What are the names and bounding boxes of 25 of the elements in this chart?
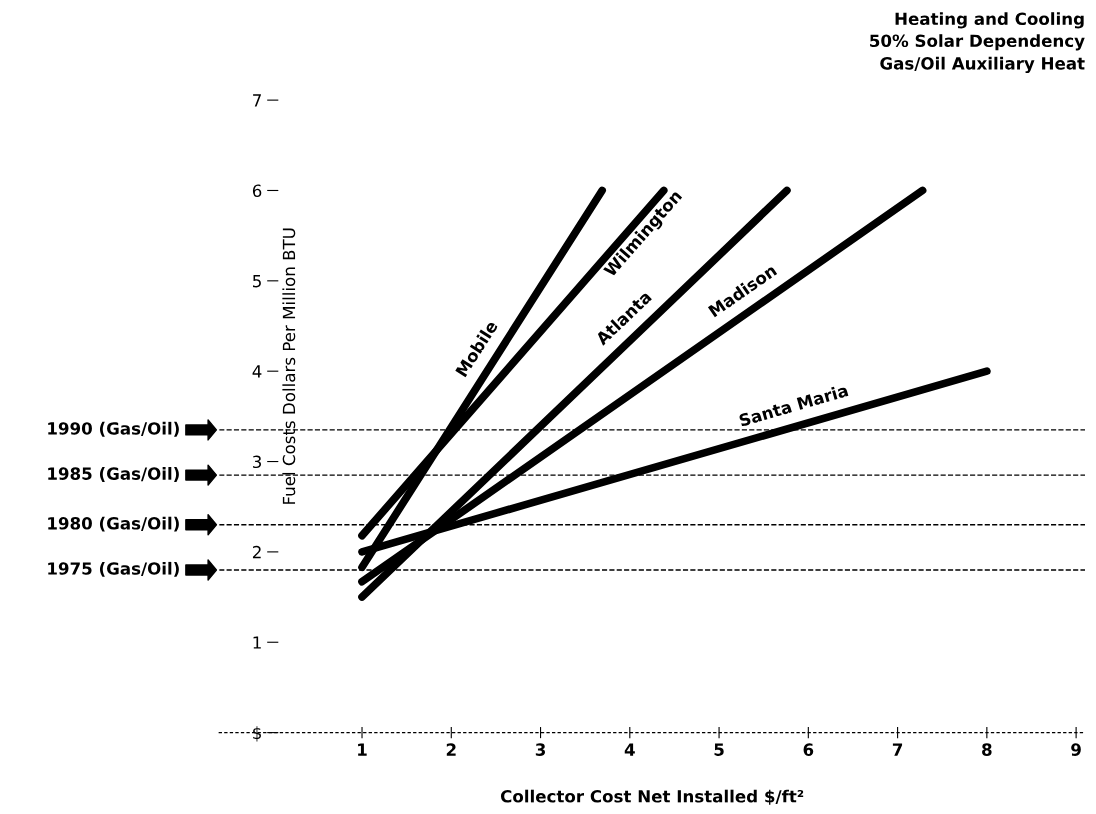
text: Santa Maria [738,383,849,427]
x-tick-label: 5 [714,743,724,756]
x-tick-label: 4 [624,743,635,756]
y-tick-label: 2 [252,545,261,559]
y-axis-title: Fuel Costs Dollars Per Million BTU [282,228,296,504]
x-tick-label: 7 [892,743,903,756]
x-axis-title: Collector Cost Net Installed $/ft² [500,789,804,805]
ref-line-label: 1980 (Gas/Oil) [48,516,179,532]
y-tick-label: 3 [253,455,261,469]
ref-line-label: 1975 (Gas/Oil) [48,561,179,577]
x-tick-label: 1 [358,743,367,756]
y-tick-label: 7 [253,94,261,107]
y-tick-label: 5 [253,275,261,288]
x-tick-label: 8 [982,743,992,756]
y-tick-label: 4 [252,365,262,378]
x-tick-label: 2 [446,743,456,756]
y-tick-label: 1 [253,636,261,649]
chart-title: Heating and Cooling [895,12,1084,29]
x-tick-label: 6 [803,743,814,756]
ref-line-label: 1985 (Gas/Oil) [48,467,179,482]
chart-subtitle: 50% Solar Dependency Gas/Oil Auxiliary Heat [870,34,1085,74]
ref-line-label: 1990 (Gas/Oil) [48,421,179,437]
y-tick-label: 6 [252,184,262,198]
x-tick-label: 9 [1071,743,1081,756]
x-tick-label: 3 [535,743,546,756]
